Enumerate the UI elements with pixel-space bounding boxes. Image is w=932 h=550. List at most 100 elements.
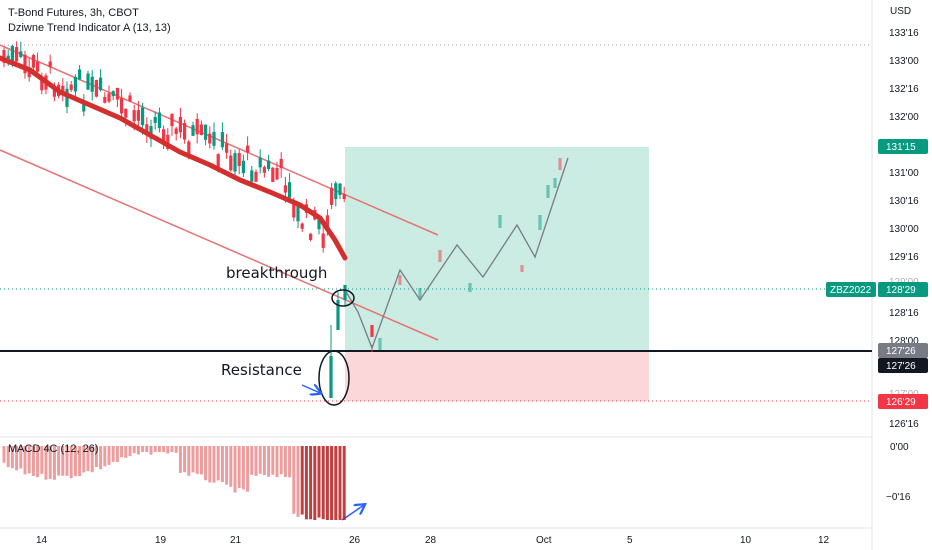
price-tag-resistance-gray[interactable]: 127'26 (878, 343, 928, 358)
macd-bar (162, 446, 166, 452)
price-tag-target[interactable]: 131'15 (878, 139, 928, 154)
currency-label: USD (890, 6, 911, 17)
candle-body (69, 84, 73, 90)
candle-body (124, 108, 128, 118)
forecast-path[interactable] (344, 157, 569, 350)
stop-zone[interactable] (345, 351, 649, 401)
macd-bar (6, 446, 10, 468)
candle-body (145, 124, 149, 136)
resistance-ellipse[interactable] (318, 350, 350, 406)
price-label: 132'00 (889, 112, 919, 123)
candle-body (321, 233, 325, 248)
macd-bar (170, 446, 174, 452)
candle-body (199, 124, 203, 136)
candle-body (338, 183, 342, 195)
candle-body (187, 141, 191, 155)
candle-body (174, 128, 178, 134)
candle-body (208, 133, 212, 144)
macd-bar (288, 446, 292, 478)
macd-bar (254, 446, 258, 476)
price-label: 129'16 (889, 252, 919, 263)
macd-bar (317, 446, 321, 518)
candle-body (191, 125, 195, 136)
macd-bar (153, 446, 157, 453)
candle-body (329, 356, 333, 398)
macd-bar (115, 446, 119, 462)
candle-body (558, 158, 562, 170)
macd-bar (208, 446, 212, 483)
macd-bar (342, 446, 346, 520)
candle-body (342, 194, 346, 200)
candle-body (149, 126, 153, 139)
macd-bar (271, 446, 275, 475)
macd-bar (141, 446, 145, 452)
candle-body (204, 124, 208, 140)
trend-indicator-line (0, 55, 348, 261)
price-label: 133'16 (889, 28, 919, 39)
breakthrough-ellipse[interactable] (331, 289, 355, 307)
macd-bar (250, 446, 254, 475)
candle-body (233, 153, 237, 172)
svg-text:ZBZ2022: ZBZ2022 (830, 285, 872, 296)
macd-bar (166, 446, 170, 454)
candle-body (378, 338, 382, 350)
macd-bar (65, 446, 69, 476)
macd-bar (107, 446, 111, 465)
svg-text:126'29: 126'29 (886, 397, 916, 408)
candle-body (90, 76, 94, 92)
macd-bar (300, 446, 304, 515)
candle-body (15, 46, 19, 62)
time-label: 19 (155, 535, 167, 546)
candle-body (275, 168, 279, 180)
channel-lower-line[interactable] (0, 149, 439, 341)
time-label: 21 (230, 535, 242, 546)
svg-text:131'15: 131'15 (886, 142, 916, 153)
price-label: 128'00 (889, 336, 919, 347)
macd-bar (40, 446, 44, 474)
candle-body (73, 76, 77, 92)
macd-bar (36, 446, 40, 478)
candle-body (309, 233, 313, 240)
time-label: 10 (740, 535, 752, 546)
macd-bar (241, 446, 245, 490)
macd-bar (23, 446, 27, 475)
macd-bar (225, 446, 229, 485)
candle-body (141, 107, 145, 126)
time-label: 28 (425, 535, 437, 546)
macd-title: MACD 4C (12, 26) (8, 443, 98, 455)
macd-bar (304, 446, 308, 520)
channel-upper-line[interactable] (0, 44, 439, 236)
macd-bar (204, 446, 208, 481)
macd-bar (128, 446, 132, 457)
macd-bar (199, 446, 203, 475)
macd-axis-label-zero: 0'00 (890, 442, 909, 453)
candle-body (468, 283, 472, 292)
macd-bar (145, 446, 149, 452)
macd-axis-label-negative: −0'16 (886, 492, 911, 503)
macd-bar (309, 446, 313, 520)
target-zone[interactable] (345, 147, 649, 351)
svg-text:127'26: 127'26 (886, 361, 916, 372)
candle-body (183, 122, 187, 140)
candle-body (82, 100, 86, 112)
svg-text:128'29: 128'29 (886, 285, 916, 296)
candle-body (23, 54, 27, 74)
candle-body (438, 250, 442, 262)
macd-bar (136, 446, 140, 455)
resistance-label[interactable]: Resistance (221, 361, 302, 379)
candle-body (216, 154, 220, 171)
price-tag-stop[interactable]: 126'29 (878, 394, 928, 409)
macd-histogram (2, 446, 346, 520)
macd-bar (69, 446, 73, 479)
candle-body (498, 215, 502, 228)
price-tag-last[interactable]: ZBZ2022 128'29 (826, 282, 928, 297)
resistance-arrow[interactable] (301, 385, 320, 393)
candle-body (330, 187, 334, 205)
breakthrough-label[interactable]: breakthrough (226, 264, 327, 282)
macd-bar (313, 446, 317, 520)
macd-bar (86, 446, 90, 472)
macd-bar (99, 446, 103, 470)
macd-bar (78, 446, 82, 477)
price-tag-resistance[interactable]: 127'26 (878, 358, 928, 373)
